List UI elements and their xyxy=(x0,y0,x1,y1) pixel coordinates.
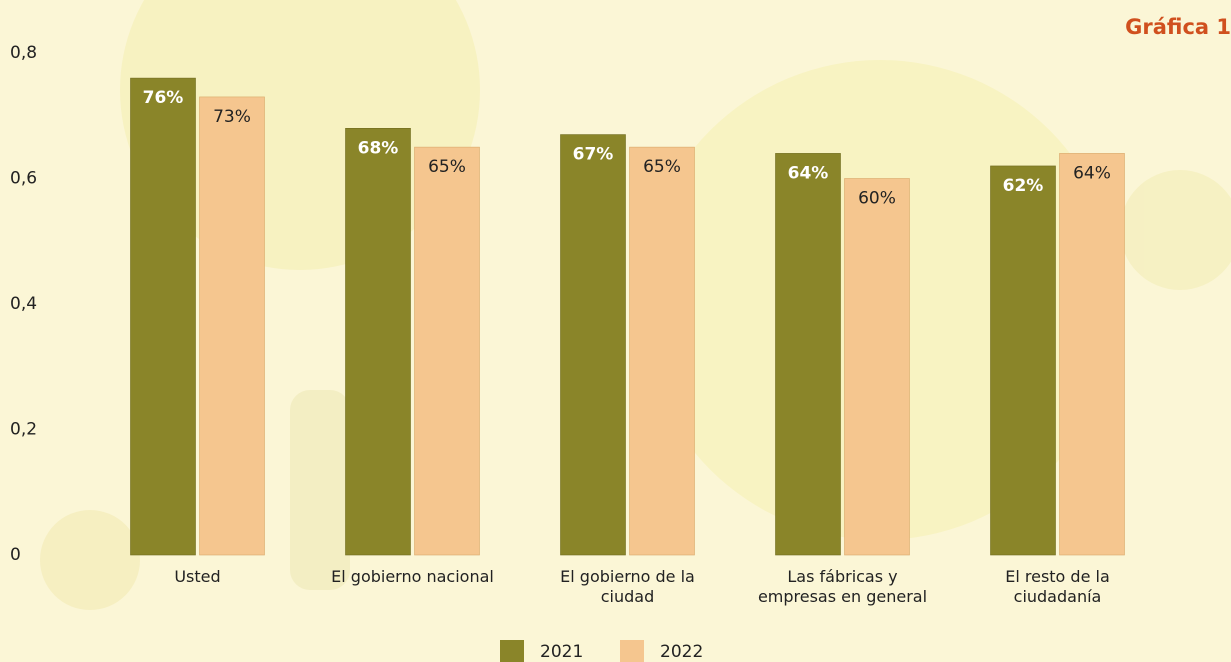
data-label: 67% xyxy=(573,145,614,165)
y-tick-label: 0 xyxy=(10,545,21,565)
x-tick-label: El resto de la ciudadanía xyxy=(1005,567,1110,606)
chart-title: Gráfica 1 xyxy=(1125,15,1231,39)
bar xyxy=(844,178,910,556)
bar xyxy=(130,77,196,556)
data-label: 65% xyxy=(428,157,466,177)
data-label: 64% xyxy=(1073,163,1111,183)
bar xyxy=(199,96,265,556)
data-label: 60% xyxy=(858,189,896,209)
data-label: 73% xyxy=(213,107,251,127)
legend-label: 2021 xyxy=(540,642,583,662)
legend-swatch xyxy=(500,640,524,662)
data-label: 65% xyxy=(643,157,681,177)
legend-label: 2022 xyxy=(660,642,703,662)
data-label: 64% xyxy=(788,163,829,183)
bar xyxy=(345,128,411,556)
x-tick-label: Usted xyxy=(174,567,221,586)
legend-swatch xyxy=(620,640,644,662)
data-label: 62% xyxy=(1003,176,1044,196)
x-tick-label: El gobierno de la ciudad xyxy=(560,567,695,606)
data-label: 76% xyxy=(143,88,184,108)
bar xyxy=(560,134,626,556)
bar xyxy=(1059,153,1125,556)
y-tick-label: 0,4 xyxy=(10,294,37,314)
y-tick-label: 0,2 xyxy=(10,420,37,440)
bar xyxy=(414,146,480,556)
x-tick-label: El gobierno nacional xyxy=(331,567,494,586)
bar xyxy=(775,153,841,556)
data-label: 68% xyxy=(358,138,399,158)
y-tick-label: 0,8 xyxy=(10,43,37,63)
bar xyxy=(990,165,1056,556)
x-tick-label: Las fábricas y empresas en general xyxy=(757,567,928,606)
y-tick-label: 0,6 xyxy=(10,169,37,189)
bar xyxy=(629,146,695,556)
